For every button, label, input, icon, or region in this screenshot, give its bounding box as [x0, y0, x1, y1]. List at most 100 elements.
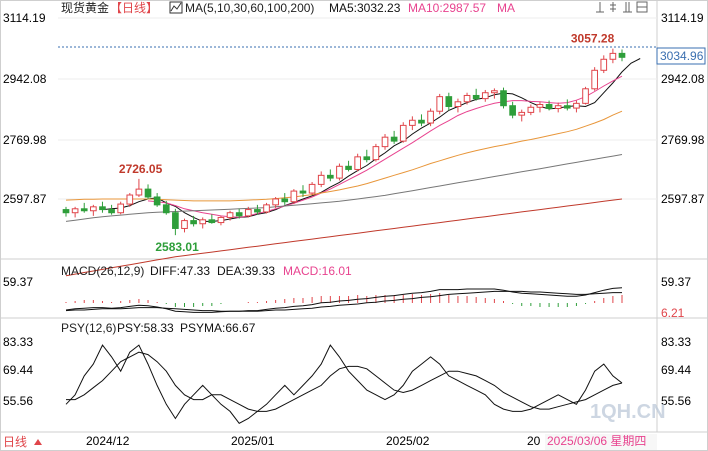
candle: [418, 114, 425, 127]
candle-body: [317, 174, 325, 185]
macd-axis-left: 59.37: [3, 275, 33, 289]
candle-body: [208, 219, 216, 224]
psy-axis-left-3: 55.56: [3, 394, 33, 408]
candle: [126, 193, 134, 207]
candle: [472, 88, 480, 101]
candle: [372, 143, 380, 162]
candle-body: [618, 52, 626, 58]
candle: [235, 208, 243, 219]
candle-body: [372, 146, 380, 161]
candle-body: [181, 220, 188, 229]
price-axis-left-4: 2597.87: [3, 192, 47, 206]
candle-body: [281, 198, 289, 203]
macd-axis-right-bottom: 6.21: [661, 306, 685, 320]
candle-body: [436, 96, 444, 112]
candle-body: [582, 88, 589, 104]
candle: [390, 130, 398, 144]
candle-body: [381, 136, 389, 148]
candle: [281, 193, 289, 205]
psy-axis-right-2: 69.44: [661, 363, 691, 377]
price-axis-left-3: 2769.98: [3, 133, 47, 147]
ma10-value: MA10:2987.57: [408, 1, 486, 15]
x-label-1: 2024/12: [86, 434, 130, 448]
candle: [80, 202, 88, 213]
candle-body: [71, 208, 79, 214]
candle: [208, 214, 216, 224]
candle: [436, 93, 444, 115]
candle-body: [418, 119, 425, 124]
candle: [199, 217, 207, 229]
ma-more-value: MA: [497, 1, 515, 15]
candle-body: [345, 165, 352, 170]
candle: [345, 160, 352, 172]
psy-axis-right-3: 55.56: [661, 394, 691, 408]
candle-body: [135, 188, 143, 196]
macd-series: [65, 287, 623, 313]
candle-body: [117, 203, 125, 214]
candle: [618, 49, 626, 62]
candle-body: [409, 119, 416, 126]
fullscreen-icon[interactable]: [636, 1, 648, 13]
candle-body: [600, 58, 608, 71]
annotation-high-1: 2726.05: [119, 162, 163, 176]
psy-axis-left-1: 83.33: [3, 335, 33, 349]
period-switch-button[interactable]: 日线: [3, 435, 42, 449]
candle-body: [518, 111, 526, 116]
candle: [409, 116, 416, 131]
macd-dea: DEA:39.33: [217, 264, 275, 278]
ma-params: MA(5,10,30,60,100,200): [185, 1, 314, 15]
candle: [491, 88, 498, 99]
candle-body: [90, 206, 97, 212]
zoom-in-icon[interactable]: [610, 2, 616, 12]
candle-body: [573, 102, 580, 109]
candle-body: [190, 220, 197, 225]
ma-settings-icon[interactable]: [169, 1, 183, 14]
candle-body: [509, 105, 516, 116]
candle-body: [563, 105, 571, 109]
candle: [162, 200, 170, 215]
candle: [582, 86, 589, 105]
ma60-line: [65, 154, 623, 222]
candle-body: [126, 194, 134, 205]
watermark: 1QH.CN: [590, 401, 666, 423]
candle: [272, 196, 279, 208]
candle-body: [290, 190, 298, 203]
candle-body: [62, 209, 70, 214]
candle: [554, 102, 562, 113]
period-switch-label[interactable]: 日线: [3, 435, 27, 449]
zoom-out-icon[interactable]: [623, 2, 632, 13]
period-label[interactable]: 【日线】: [110, 1, 158, 15]
candle: [363, 149, 371, 163]
candle-body: [536, 104, 544, 108]
x-label-2: 2025/01: [231, 434, 275, 448]
draw-line-icon[interactable]: [596, 2, 604, 13]
candle: [399, 122, 407, 143]
annotation-high-0: 3057.28: [571, 32, 615, 46]
candle: [509, 101, 516, 119]
price-axis-right-2: 2942.08: [661, 72, 705, 86]
ma5-value: MA5:3032.23: [329, 1, 401, 15]
candle: [563, 99, 571, 111]
candle: [117, 201, 125, 215]
candle-body: [609, 52, 617, 60]
candle: [308, 182, 316, 196]
candle: [327, 169, 334, 182]
candle-body: [554, 105, 562, 109]
psyma-line: [66, 351, 623, 412]
candle: [226, 210, 234, 221]
candle: [299, 185, 307, 197]
psy-axis-right-1: 83.33: [661, 335, 691, 349]
candle-body: [545, 104, 553, 109]
annotations: 3057.28 2726.05 2583.01: [119, 32, 615, 255]
candle: [190, 215, 197, 227]
candle-body: [263, 204, 270, 213]
price-axis-left-2: 2942.08: [3, 72, 47, 86]
candle-body: [445, 96, 453, 107]
candle: [99, 201, 106, 213]
candle-body: [308, 183, 316, 194]
candle: [609, 48, 617, 64]
candle: [217, 215, 225, 226]
psy-axis-left-2: 69.44: [3, 363, 33, 377]
candle: [381, 134, 389, 150]
candle: [317, 171, 325, 188]
